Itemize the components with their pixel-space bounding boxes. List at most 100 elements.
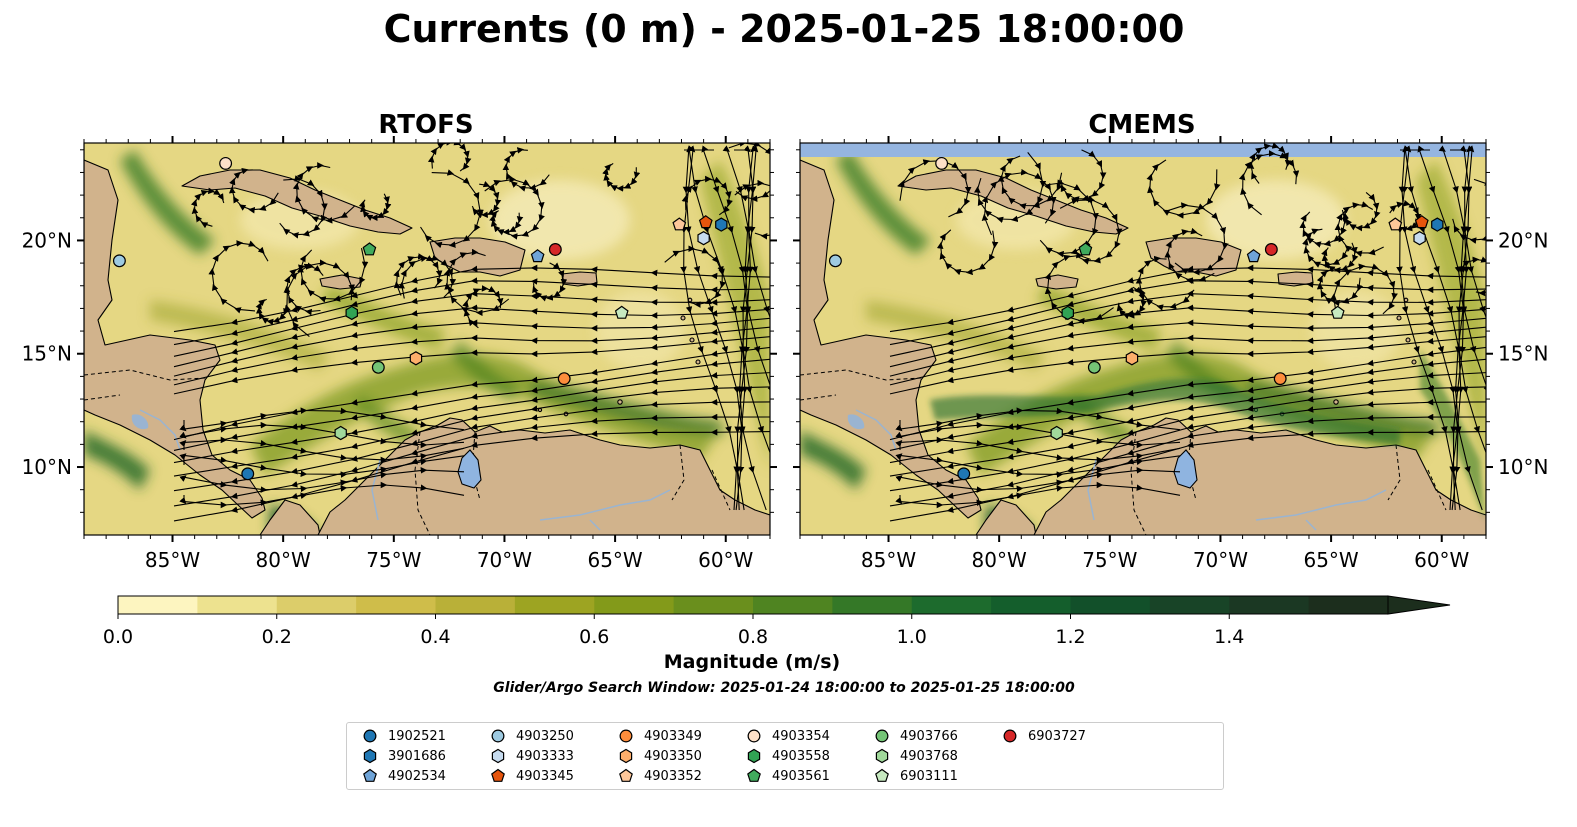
x-tick-label: 80°W	[256, 548, 311, 572]
x-tick-label: 80°W	[972, 548, 1027, 572]
streamline	[602, 162, 641, 192]
float-marker	[1246, 249, 1261, 263]
float-marker	[371, 360, 385, 374]
float-marker	[828, 254, 842, 268]
float-marker	[548, 243, 562, 256]
legend-marker-shape	[619, 768, 633, 782]
colorbar-segment	[356, 596, 436, 614]
streamline	[489, 210, 524, 236]
streamline	[1342, 191, 1381, 232]
float-marker	[112, 254, 126, 268]
legend-marker	[363, 748, 377, 764]
legend-item: 4903250	[489, 727, 574, 745]
streamline	[898, 156, 972, 218]
x-tick-label: 60°W	[698, 548, 753, 572]
colorbar-segment	[911, 596, 992, 614]
streamline	[443, 248, 510, 317]
float-legend: 1902521 3901686 4902534 4903250 4903333 49033…	[346, 722, 1224, 790]
colorbar-segment	[276, 596, 357, 614]
float-marker	[1431, 217, 1444, 232]
legend-marker	[491, 768, 505, 782]
colorbar-segment	[1070, 596, 1151, 614]
legend-item: 4903333	[489, 747, 574, 765]
legend-marker	[1003, 729, 1017, 743]
float-marker	[935, 156, 949, 170]
colorbar-tick-label: 1.0	[897, 626, 927, 648]
legend-marker-shape	[747, 748, 761, 764]
figure-title: Currents (0 m) - 2025-01-25 18:00:00	[384, 7, 1185, 51]
streamline	[1302, 228, 1349, 269]
legend-item: 6903111	[873, 767, 958, 785]
float-marker	[1273, 372, 1287, 386]
legend-item: 4903349	[617, 727, 702, 745]
legend-label: 4903561	[772, 768, 830, 784]
colorbar-extend-arrow	[1387, 595, 1451, 615]
streamline	[190, 187, 225, 229]
float-marker	[1078, 242, 1093, 256]
float-marker	[345, 305, 358, 321]
colorbar-segment	[832, 596, 913, 614]
streamline	[1039, 179, 1099, 258]
colorbar-segment	[118, 596, 198, 614]
float-marker	[672, 217, 687, 231]
legend-marker-shape	[491, 768, 505, 782]
float-marker	[1264, 243, 1278, 256]
x-tick-label: 70°W	[1193, 548, 1248, 572]
streamline	[1135, 255, 1195, 311]
float-marker	[715, 217, 728, 232]
float-marker	[241, 467, 255, 481]
legend-label: 4903349	[644, 728, 702, 744]
cmems-nodata-strip	[800, 143, 1486, 157]
colorbar-tick-label: 0.8	[738, 626, 768, 648]
streamline	[532, 262, 568, 302]
legend-marker	[491, 748, 505, 764]
colorbar-tick-label: 0.4	[420, 626, 450, 648]
colorbar-segment	[435, 596, 516, 614]
cmems-streamlines	[889, 143, 1486, 522]
legend-marker-shape	[619, 729, 633, 743]
float-marker	[1414, 215, 1429, 229]
float-marker	[957, 467, 971, 481]
rtofs-map-frame	[83, 142, 771, 536]
legend-item: 4903352	[617, 767, 702, 785]
legend-marker	[747, 768, 761, 782]
y-tick-label: 20°N	[22, 228, 72, 252]
legend-item: 4903768	[873, 747, 958, 765]
y-tick-label: 15°N	[1498, 342, 1548, 366]
legend-item: 4903350	[617, 747, 702, 765]
legend-label: 4903352	[644, 768, 702, 784]
colorbar-segment	[197, 596, 278, 614]
legend-label: 4903350	[644, 748, 702, 764]
streamline	[1247, 143, 1292, 184]
legend-label: 1902521	[388, 728, 446, 744]
legend-marker-shape	[363, 748, 377, 764]
legend-marker-shape	[875, 768, 889, 782]
legend-item: 4903561	[745, 767, 830, 785]
float-marker	[697, 231, 710, 246]
streamline	[997, 155, 1063, 210]
float-marker	[614, 305, 629, 319]
colorbar-segment	[673, 596, 754, 614]
colorbar-tick-label: 0.6	[579, 626, 609, 648]
legend-label: 4903345	[516, 768, 574, 784]
legend-marker-shape	[363, 768, 377, 782]
legend-marker	[491, 729, 505, 743]
float-marker	[362, 242, 377, 256]
legend-label: 4903768	[900, 748, 958, 764]
legend-marker-shape	[875, 748, 889, 764]
legend-marker	[875, 748, 889, 764]
float-marker	[334, 425, 347, 441]
legend-label: 6903111	[900, 768, 958, 784]
colorbar-label: Magnitude (m/s)	[664, 651, 841, 673]
y-tick-label: 15°N	[22, 342, 72, 366]
float-marker	[698, 215, 713, 229]
legend-label: 4903354	[772, 728, 830, 744]
rtofs-floats	[112, 156, 728, 481]
float-marker	[409, 351, 423, 366]
legend-marker	[619, 748, 633, 764]
legend-item: 3901686	[361, 747, 446, 765]
rtofs-map	[84, 143, 770, 535]
colorbar-tick-label: 1.2	[1055, 626, 1085, 648]
float-marker	[1330, 305, 1345, 319]
